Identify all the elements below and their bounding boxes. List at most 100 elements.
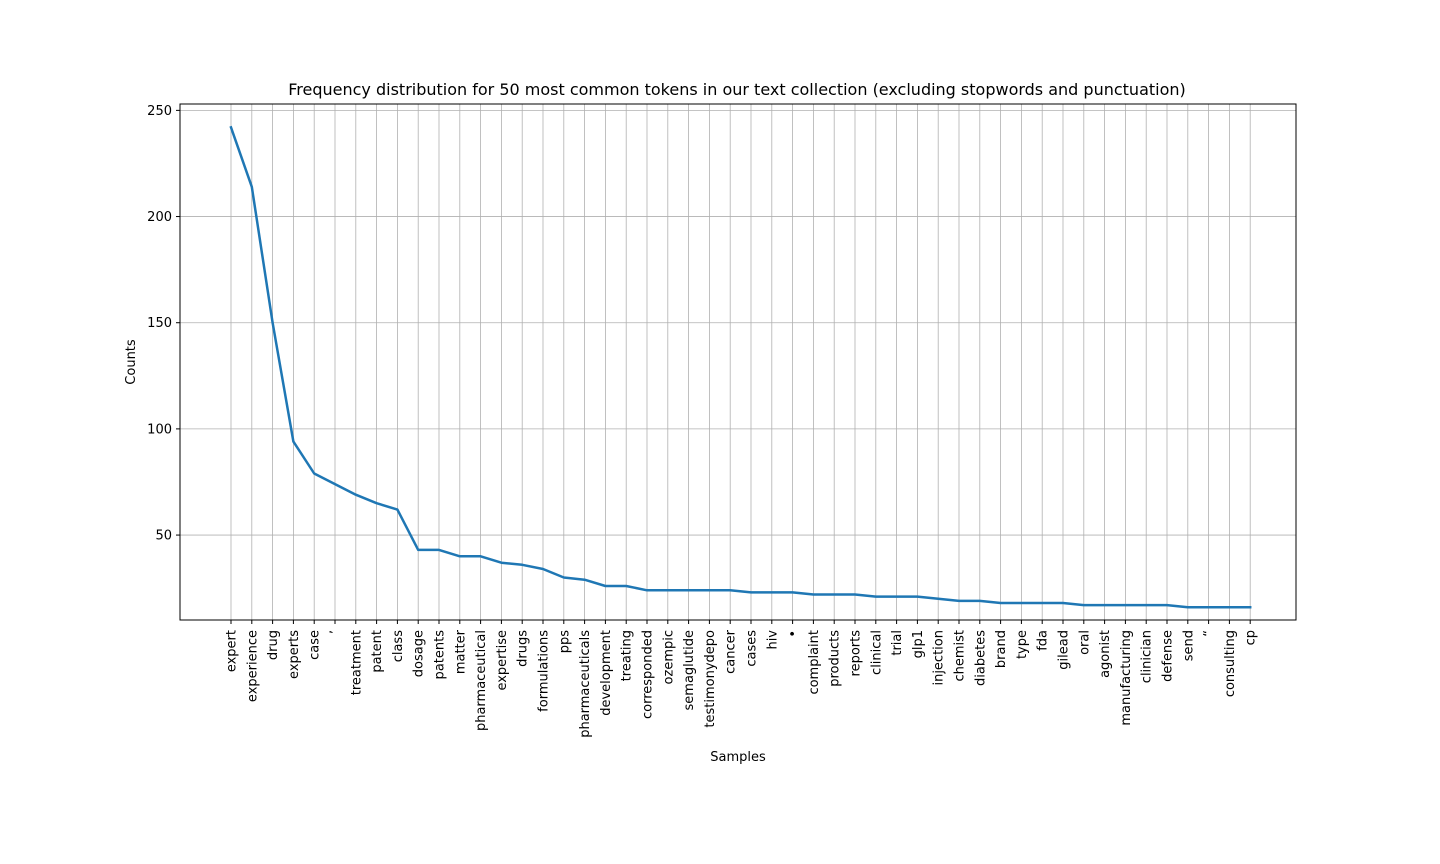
y-tick-label: 250 (147, 104, 172, 119)
x-tick-label: patent (370, 630, 385, 673)
y-tick-label: 50 (155, 529, 172, 544)
x-tick-label: formulations (537, 630, 552, 712)
chart-title: Frequency distribution for 50 most commo… (288, 80, 1186, 99)
data-point (312, 471, 316, 475)
data-point (229, 125, 233, 129)
x-tick-label: fda (1036, 630, 1051, 651)
x-tick-label: experience (245, 630, 260, 702)
y-tick-label: 200 (147, 210, 172, 225)
data-point (354, 493, 358, 497)
data-point (291, 440, 295, 444)
data-point (1040, 601, 1044, 605)
x-tick-label: treatment (349, 630, 364, 695)
data-point (999, 601, 1003, 605)
x-tick-label: products (828, 630, 843, 687)
data-point (375, 501, 379, 505)
data-point (687, 588, 691, 592)
x-tick-label: oral (1077, 630, 1092, 655)
x-tick-label: consulting (1223, 630, 1238, 697)
x-tick-label: clinical (869, 630, 884, 675)
x-tick-label: diabetes (973, 630, 988, 686)
plot-frame (179, 103, 1297, 621)
x-tick-label: glp1 (911, 630, 926, 658)
x-tick-label: expertise (495, 630, 510, 691)
data-point (458, 554, 462, 558)
data-point (895, 595, 899, 599)
data-point (1207, 605, 1211, 609)
x-tick-label: cp (1244, 630, 1259, 645)
x-axis-label: Samples (710, 750, 766, 765)
data-point (541, 567, 545, 571)
x-tick-label: class (391, 630, 406, 662)
y-axis-label: Counts (124, 339, 139, 385)
data-point (603, 584, 607, 588)
x-tick-label: gilead (1057, 630, 1072, 670)
data-point (499, 561, 503, 565)
data-point (1082, 603, 1086, 607)
data-point (1227, 605, 1231, 609)
y-axis-ticks: 50 100 150 200 250 (147, 104, 180, 544)
data-point (770, 590, 774, 594)
series-group (229, 125, 1252, 609)
data-point (520, 563, 524, 567)
x-tick-label: ozempic (661, 630, 676, 684)
data-point (791, 590, 795, 594)
data-point (1144, 603, 1148, 607)
data-point (562, 576, 566, 580)
series-line (229, 125, 1252, 609)
x-tick-label: brand (994, 630, 1009, 668)
data-point (853, 593, 857, 597)
x-tick-label: pharmaceutical (474, 630, 489, 731)
data-point (1248, 605, 1252, 609)
x-tick-label: clinician (1140, 630, 1155, 683)
data-point (707, 588, 711, 592)
data-point (728, 588, 732, 592)
x-tick-label: patents (433, 630, 448, 680)
data-point (1061, 601, 1065, 605)
data-point (1123, 603, 1127, 607)
data-point (271, 321, 275, 325)
data-point (1186, 605, 1190, 609)
x-tick-label: pps (557, 630, 572, 654)
data-point (936, 597, 940, 601)
x-tick-label: case (308, 630, 323, 660)
x-tick-label: cases (745, 630, 760, 667)
data-point (978, 599, 982, 603)
data-point (479, 554, 483, 558)
data-point (395, 508, 399, 512)
x-tick-label: trial (890, 630, 905, 656)
x-tick-label: testimonydepo (703, 630, 718, 728)
x-tick-label: expert (225, 630, 240, 672)
x-tick-label: semaglutide (682, 630, 697, 710)
data-point (250, 185, 254, 189)
data-point (666, 588, 670, 592)
x-tick-label: cancer (724, 629, 739, 673)
x-tick-label: drugs (516, 630, 531, 667)
x-tick-label: defense (1161, 630, 1176, 682)
data-point (416, 548, 420, 552)
x-tick-label: pharmaceuticals (578, 630, 593, 738)
x-tick-label: type (1015, 630, 1030, 659)
y-tick-label: 100 (147, 422, 172, 437)
x-tick-label: complaint (807, 630, 822, 695)
x-tick-label: treating (620, 630, 635, 681)
x-tick-label: matter (453, 629, 468, 674)
x-tick-label: send (1181, 630, 1196, 661)
x-tick-label: ’ (329, 630, 344, 634)
data-point (437, 548, 441, 552)
data-point (957, 599, 961, 603)
data-point (583, 578, 587, 582)
data-point (1103, 603, 1107, 607)
data-point (811, 593, 815, 597)
x-tick-label: injection (932, 630, 947, 686)
x-tick-label: development (599, 630, 614, 716)
data-point (749, 590, 753, 594)
x-tick-label: chemist (953, 630, 968, 682)
x-tick-label: agonist (1098, 630, 1113, 678)
data-point (874, 595, 878, 599)
x-tick-label: • (786, 630, 801, 638)
x-tick-label: drug (266, 630, 281, 660)
y-tick-label: 150 (147, 316, 172, 331)
